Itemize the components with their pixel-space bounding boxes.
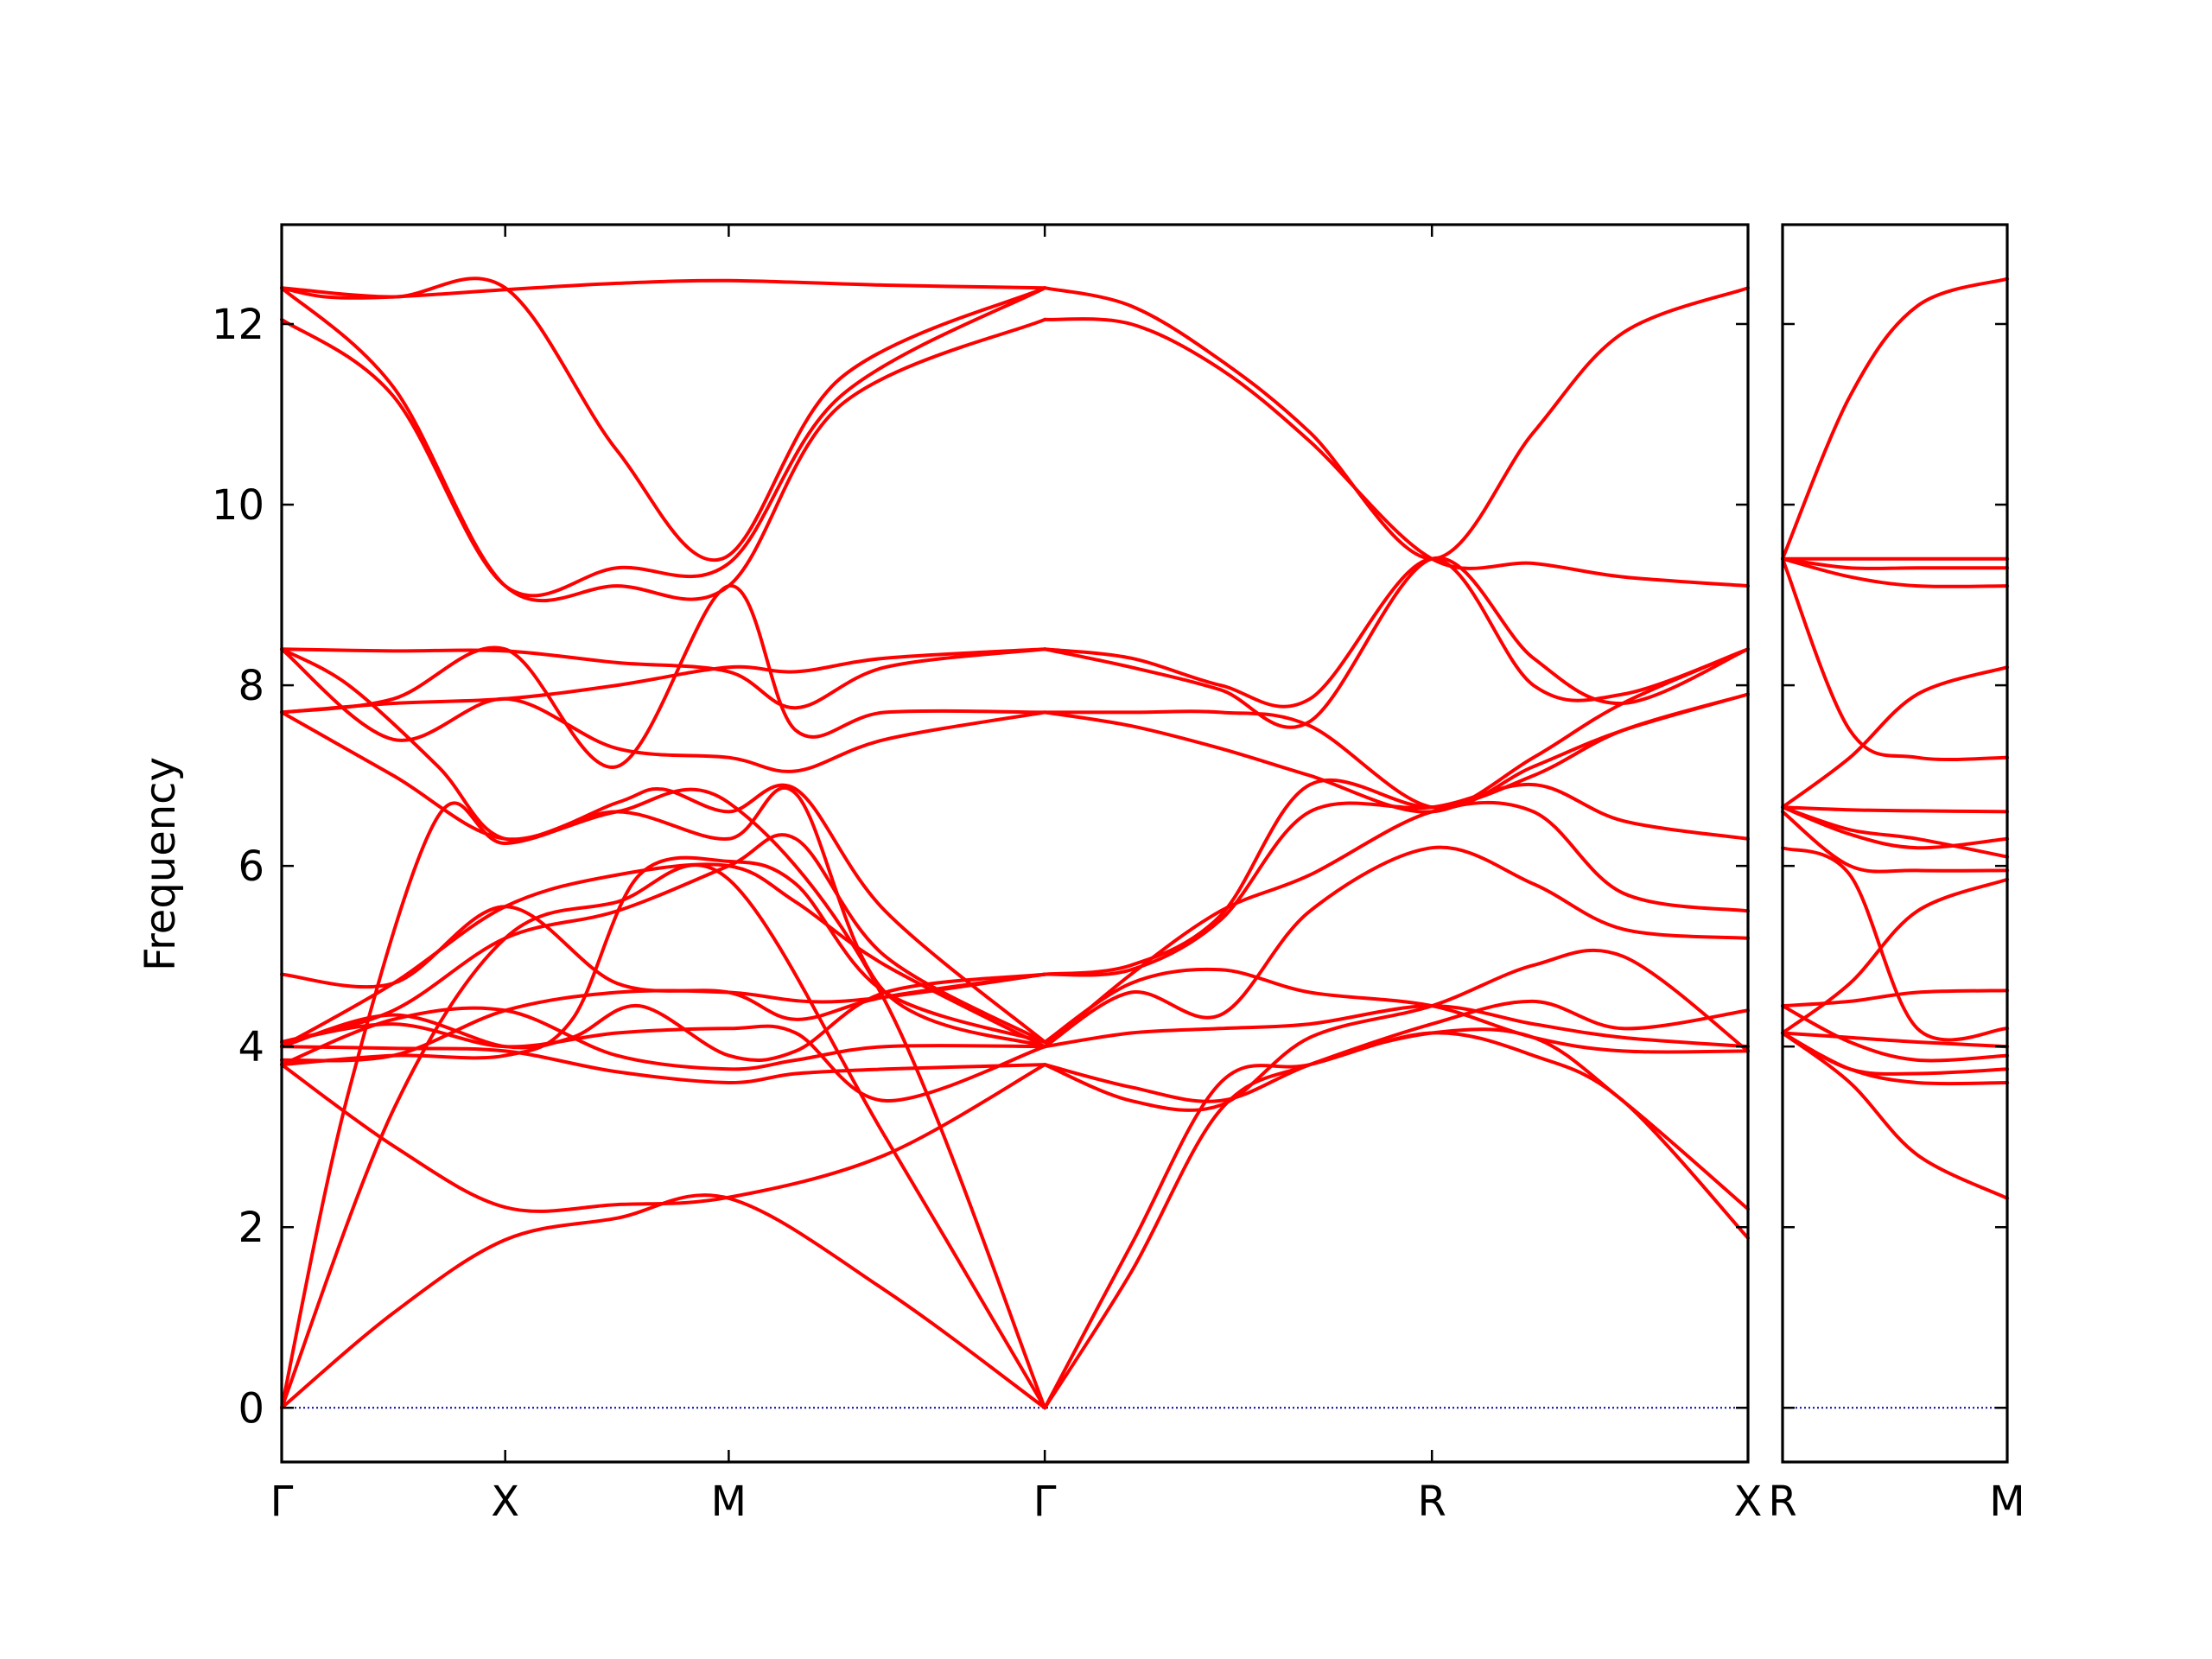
band-lines — [280, 276, 1750, 1410]
band-line-39 — [1043, 286, 1750, 561]
band-line-4 — [280, 1063, 1047, 1213]
band-line-12 — [1781, 805, 2009, 814]
band-line-5 — [280, 1045, 1047, 1085]
band-line-2 — [280, 863, 1047, 1410]
band-line-32 — [1043, 782, 1750, 977]
band-line-1 — [280, 1193, 1047, 1410]
band-lines — [1781, 276, 2009, 1200]
y-tick-label: 0 — [238, 1384, 264, 1433]
y-tick-label: 4 — [238, 1023, 264, 1071]
x-tick-label: X — [491, 1478, 519, 1526]
band-line-18 — [280, 584, 1047, 769]
band-line-23 — [280, 278, 1047, 300]
band-line-14 — [280, 647, 1047, 1049]
x-tick-label: M — [1989, 1478, 2024, 1526]
band-line-6 — [280, 1022, 1047, 1103]
band-line-10 — [280, 862, 1047, 1049]
band-line-3 — [1781, 1031, 2009, 1076]
band-line-10 — [1781, 805, 2009, 859]
band-line-25 — [1043, 1027, 1750, 1410]
band-line-36 — [1043, 556, 1750, 729]
band-line-37 — [1043, 556, 1750, 709]
y-tick-label: 10 — [212, 481, 264, 530]
band-line-20 — [280, 286, 1047, 598]
plot-panel-main: 0 2 4 6 8 10 12 Γ X M Γ R X — [212, 223, 1763, 1526]
band-line-1 — [1781, 1031, 2009, 1200]
band-line-18 — [1781, 276, 2009, 561]
band-line-8 — [1781, 846, 2009, 1042]
band-line-14 — [1781, 556, 2009, 761]
y-axis-label: Frequency — [137, 757, 185, 971]
band-line-15 — [1781, 556, 2009, 588]
band-line-28 — [1043, 1004, 1750, 1049]
band-line-34 — [1043, 692, 1750, 810]
band-line-15 — [280, 710, 1047, 1044]
band-line-21 — [280, 286, 1047, 603]
band-line-4 — [1781, 1031, 2009, 1049]
band-line-13 — [1781, 665, 2009, 810]
y-tick-label: 6 — [238, 842, 264, 891]
x-tick-label: R — [1418, 1478, 1446, 1526]
x-tick-label: M — [711, 1478, 747, 1526]
x-tick-label: Γ — [270, 1478, 294, 1526]
band-line-5 — [1781, 988, 2009, 1008]
x-tick-label: R — [1768, 1478, 1796, 1526]
band-line-38 — [1043, 317, 1750, 588]
band-line-8 — [280, 833, 1047, 1044]
band-line-11 — [280, 855, 1047, 1067]
band-line-3 — [280, 787, 1047, 1410]
x-tick-label: X — [1734, 1478, 1763, 1526]
y-tick-label: 8 — [238, 662, 264, 710]
plot-frame — [280, 223, 1750, 1464]
band-line-24 — [1043, 1031, 1750, 1410]
band-line-9 — [1781, 810, 2009, 874]
band-line-11 — [1781, 805, 2009, 850]
band-line-26 — [1043, 999, 1750, 1103]
band-line-7 — [280, 1006, 1047, 1071]
band-line-16 — [1781, 556, 2009, 570]
plot-frame — [1781, 223, 2009, 1464]
band-line-16 — [280, 647, 1047, 715]
band-line-27 — [1043, 948, 1750, 1112]
band-line-19 — [280, 647, 1047, 773]
band-line-7 — [1781, 1004, 2009, 1063]
band-line-30 — [1043, 845, 1750, 1049]
band-line-35 — [1043, 647, 1750, 814]
band-line-6 — [1781, 877, 2009, 1035]
band-line-22 — [280, 276, 1047, 563]
band-line-29 — [1043, 967, 1750, 1054]
band-line-13 — [280, 972, 1047, 1063]
y-tick-label: 12 — [212, 301, 264, 349]
y-tick-label: 2 — [238, 1204, 264, 1252]
x-tick-label: Γ — [1033, 1478, 1057, 1526]
